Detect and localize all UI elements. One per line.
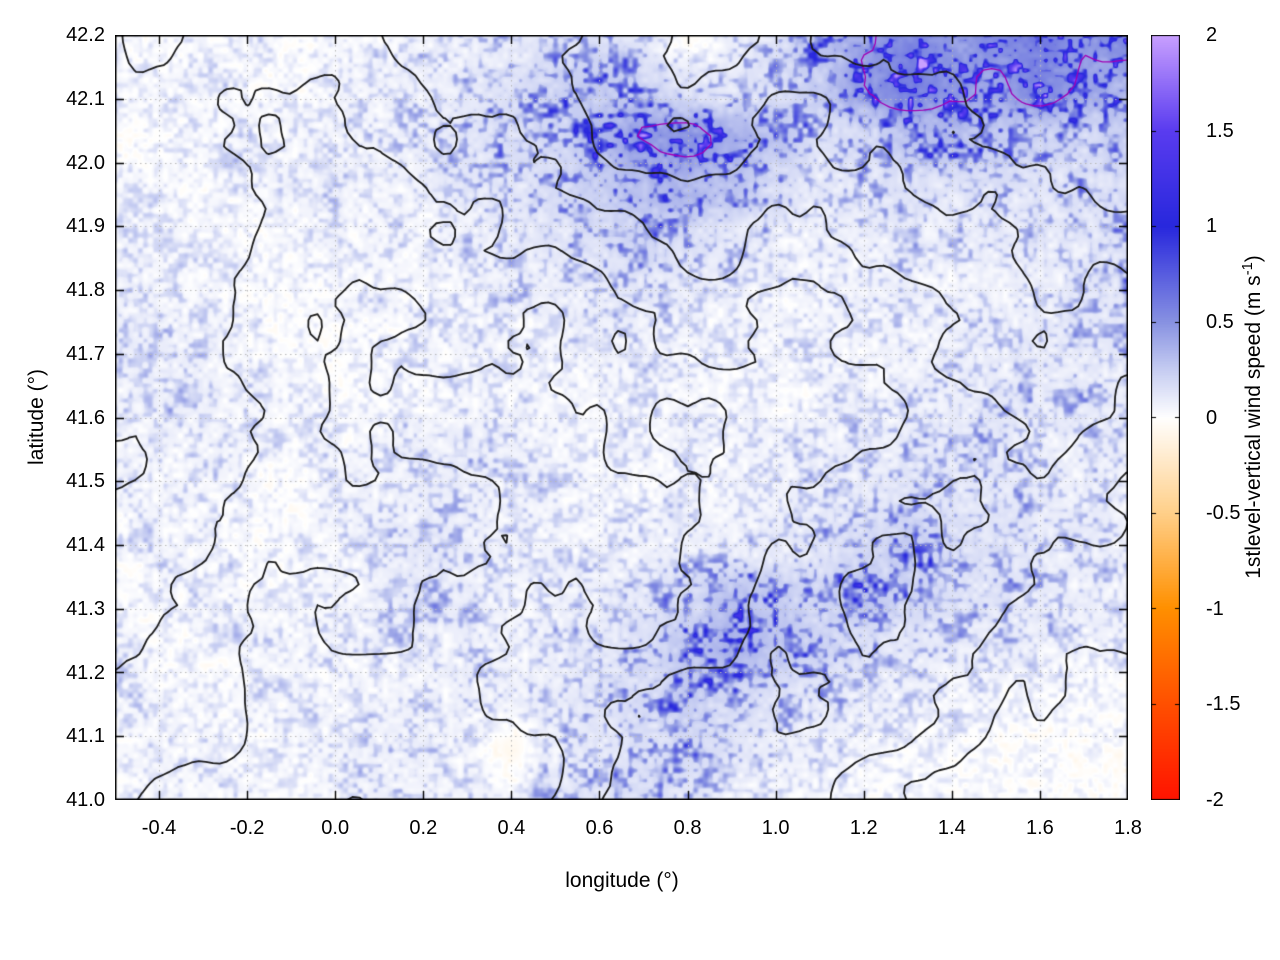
- colorbar-label-superscript: -1: [1240, 262, 1256, 276]
- x-tick-label: 0.8: [673, 817, 702, 839]
- x-tick-label: 0.6: [585, 817, 614, 839]
- colorbar-tick-label: 1: [1206, 215, 1218, 238]
- y-tick-label: 42.2: [66, 24, 105, 46]
- y-tick-label: 41.3: [66, 597, 105, 620]
- x-tick-label: 0.0: [321, 817, 350, 839]
- y-tick-label: 41.2: [66, 661, 105, 684]
- colorbar-tick-label: -2: [1206, 789, 1224, 811]
- y-tick-label: 42.1: [66, 87, 105, 110]
- colorbar-label-text: 1stlevel-vertical wind speed (m s: [1242, 275, 1265, 579]
- y-tick-label: 41.7: [66, 342, 105, 365]
- y-tick-label: 41.1: [66, 725, 105, 748]
- heatmap-plot-canvas: [115, 35, 1128, 800]
- colorbar-tick-label: 0: [1206, 406, 1218, 429]
- colorbar-tick-label: -1.5: [1206, 693, 1241, 716]
- y-tick-label: 41.6: [66, 406, 105, 429]
- x-tick-label: 0.4: [497, 817, 526, 839]
- colorbar-tick-label: 0.5: [1206, 310, 1234, 333]
- y-tick-label: 41.5: [66, 470, 105, 493]
- y-tick-label: 42.0: [66, 151, 105, 174]
- x-tick-label: 1.6: [1026, 817, 1054, 839]
- x-axis-label: longitude (°): [565, 869, 679, 892]
- colorbar-tick-label: -1: [1206, 597, 1224, 620]
- x-tick-label: -0.2: [229, 817, 265, 839]
- x-tick-label: 1.8: [1114, 817, 1142, 839]
- x-tick-label: 0.2: [409, 817, 438, 839]
- colorbar-label: 1stlevel-vertical wind speed (m s-1): [1240, 255, 1266, 579]
- x-tick-label: 1.0: [761, 817, 790, 839]
- y-tick-label: 41.0: [66, 789, 105, 811]
- y-tick-label: 41.4: [66, 534, 105, 556]
- x-tick-label: -0.4: [141, 817, 177, 839]
- colorbar-tick-label: 2: [1206, 24, 1218, 46]
- y-tick-label: 41.8: [66, 279, 105, 301]
- colorbar-tick-label: 1.5: [1206, 119, 1234, 142]
- y-tick-label: 41.9: [66, 215, 105, 238]
- y-axis-label: latitude (°): [25, 369, 48, 465]
- colorbar-tick-label: -0.5: [1206, 502, 1241, 525]
- x-tick-label: 1.2: [849, 817, 878, 839]
- colorbar: [1151, 35, 1180, 800]
- colorbar-label-close: ): [1242, 255, 1265, 263]
- x-tick-label: 1.4: [937, 817, 966, 839]
